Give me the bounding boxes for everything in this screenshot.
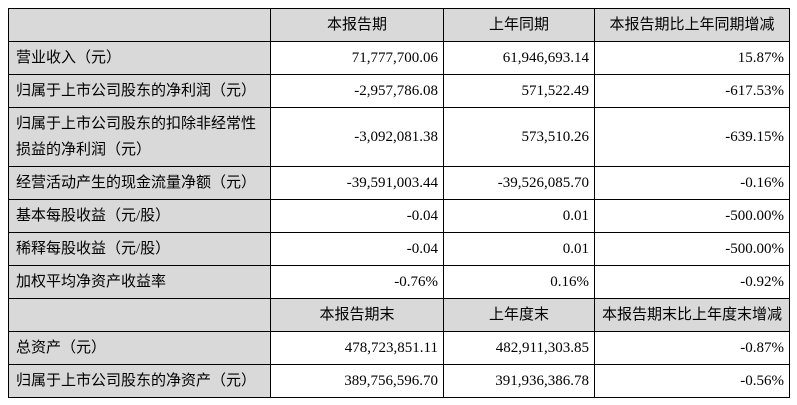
header-row-period-end: 本报告期末 上年度末 本报告期末比上年度末增减 [8, 298, 790, 332]
header-current-period: 本报告期 [270, 8, 444, 42]
table-row-diluted-eps: 稀释每股收益（元/股） -0.04 0.01 -500.00% [8, 232, 790, 266]
prior-period-value: 573,510.26 [443, 107, 595, 167]
prior-period-value: 0.16% [443, 265, 595, 299]
current-period-value: -39,591,003.44 [270, 166, 444, 200]
change-value: -639.15% [594, 107, 790, 167]
table-row-weighted-roe: 加权平均净资产收益率 -0.76% 0.16% -0.92% [8, 265, 790, 299]
current-period-value: -2,957,786.08 [270, 74, 444, 108]
current-period-value: -0.04 [270, 232, 444, 266]
row-label: 归属于上市公司股东的净利润（元） [8, 74, 271, 108]
header-blank [8, 298, 271, 332]
current-period-value: 478,723,851.11 [270, 331, 444, 365]
row-label: 加权平均净资产收益率 [8, 265, 271, 299]
table-row-revenue: 营业收入（元） 71,777,700.06 61,946,693.14 15.8… [8, 41, 790, 75]
table-row-net-profit-deducted: 归属于上市公司股东的扣除非经常性损益的净利润（元） -3,092,081.38 … [8, 107, 790, 167]
prior-period-value: 0.01 [443, 199, 595, 233]
table-row-net-profit: 归属于上市公司股东的净利润（元） -2,957,786.08 571,522.4… [8, 74, 790, 108]
prior-period-value: 391,936,386.78 [443, 364, 595, 398]
table-row-basic-eps: 基本每股收益（元/股） -0.04 0.01 -500.00% [8, 199, 790, 233]
header-prior-year-end: 上年度末 [443, 298, 595, 332]
row-label: 经营活动产生的现金流量净额（元） [8, 166, 271, 200]
current-period-value: -0.76% [270, 265, 444, 299]
change-value: -617.53% [594, 74, 790, 108]
prior-period-value: 0.01 [443, 232, 595, 266]
header-current-period-end: 本报告期末 [270, 298, 444, 332]
change-value: -500.00% [594, 232, 790, 266]
header-period-end-change: 本报告期末比上年度末增减 [594, 298, 790, 332]
change-value: -0.92% [594, 265, 790, 299]
row-label: 基本每股收益（元/股） [8, 199, 271, 233]
row-label: 总资产（元） [8, 331, 271, 365]
table-row-net-assets: 归属于上市公司股东的净资产（元） 389,756,596.70 391,936,… [8, 364, 790, 398]
prior-period-value: 61,946,693.14 [443, 41, 595, 75]
row-label: 营业收入（元） [8, 41, 271, 75]
header-prior-period: 上年同期 [443, 8, 595, 42]
change-value: -0.56% [594, 364, 790, 398]
header-blank [8, 8, 271, 42]
current-period-value: 389,756,596.70 [270, 364, 444, 398]
current-period-value: -3,092,081.38 [270, 107, 444, 167]
table-row-total-assets: 总资产（元） 478,723,851.11 482,911,303.85 -0.… [8, 331, 790, 365]
prior-period-value: -39,526,085.70 [443, 166, 595, 200]
financial-summary-table: 本报告期 上年同期 本报告期比上年同期增减 营业收入（元） 71,777,700… [8, 8, 790, 398]
row-label: 稀释每股收益（元/股） [8, 232, 271, 266]
change-value: -0.16% [594, 166, 790, 200]
current-period-value: 71,777,700.06 [270, 41, 444, 75]
prior-period-value: 482,911,303.85 [443, 331, 595, 365]
header-period-change: 本报告期比上年同期增减 [594, 8, 790, 42]
row-label: 归属于上市公司股东的扣除非经常性损益的净利润（元） [8, 107, 271, 167]
change-value: 15.87% [594, 41, 790, 75]
table-row-operating-cash-flow: 经营活动产生的现金流量净额（元） -39,591,003.44 -39,526,… [8, 166, 790, 200]
header-row-period: 本报告期 上年同期 本报告期比上年同期增减 [8, 8, 790, 42]
change-value: -500.00% [594, 199, 790, 233]
change-value: -0.87% [594, 331, 790, 365]
prior-period-value: 571,522.49 [443, 74, 595, 108]
row-label: 归属于上市公司股东的净资产（元） [8, 364, 271, 398]
current-period-value: -0.04 [270, 199, 444, 233]
